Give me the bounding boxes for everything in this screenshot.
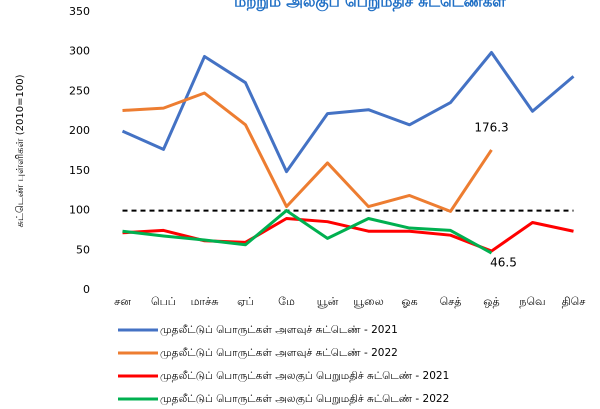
series-line bbox=[121, 51, 575, 174]
y-tick-label: 100 bbox=[69, 204, 90, 217]
x-tick-label: செத் bbox=[440, 295, 462, 308]
x-tick-label: ஒத் bbox=[483, 295, 499, 308]
series-line bbox=[122, 91, 493, 213]
x-tick-label: நவெ bbox=[519, 295, 545, 308]
x-tick-label: திசெ bbox=[562, 295, 586, 308]
y-tick-label: 300 bbox=[69, 45, 90, 58]
series-line bbox=[122, 217, 574, 253]
y-tick-label: 150 bbox=[69, 164, 90, 177]
x-tick-label: ஓக bbox=[401, 295, 417, 308]
data-label: 46.5 bbox=[490, 256, 517, 270]
legend-label: முதலீட்டுப் பொருட்கள் அலகுப் பெறுமதிச் ச… bbox=[160, 370, 449, 384]
legend-label: முதலீட்டுப் பொருட்கள் அளவுச் சுட்டெண் - … bbox=[160, 347, 398, 359]
x-tick-label: பெப் bbox=[151, 295, 176, 308]
x-tick-label: ஏப் bbox=[237, 295, 254, 308]
y-tick-label: 350 bbox=[69, 5, 90, 18]
x-tick-label: மே bbox=[278, 295, 295, 308]
legend-label: முதலீட்டுப் பொருட்கள் அலகுப் பெறுமதிச் ச… bbox=[160, 393, 449, 407]
legend-label: முதலீட்டுப் பொருட்கள் அளவுச் சுட்டெண் - … bbox=[160, 324, 398, 336]
y-axis-label: சுட்டெண் புள்ளிகள் (2010=100) bbox=[15, 74, 26, 227]
y-tick-label: 250 bbox=[69, 84, 90, 97]
y-tick-label: 200 bbox=[69, 124, 90, 137]
chart-title: மற்றும் அலகுப் பெறுமதிச் சுட்டெண்கள் bbox=[234, 0, 506, 12]
y-tick-label: 0 bbox=[83, 283, 90, 296]
data-label: 176.3 bbox=[474, 120, 508, 134]
x-tick-label: யூலை bbox=[353, 295, 383, 308]
x-tick-label: யூன் bbox=[317, 295, 339, 308]
x-tick-label: சன bbox=[114, 295, 131, 308]
y-tick-label: 50 bbox=[76, 243, 90, 256]
series-line bbox=[122, 209, 493, 255]
x-tick-label: மாச்சு bbox=[191, 295, 219, 308]
